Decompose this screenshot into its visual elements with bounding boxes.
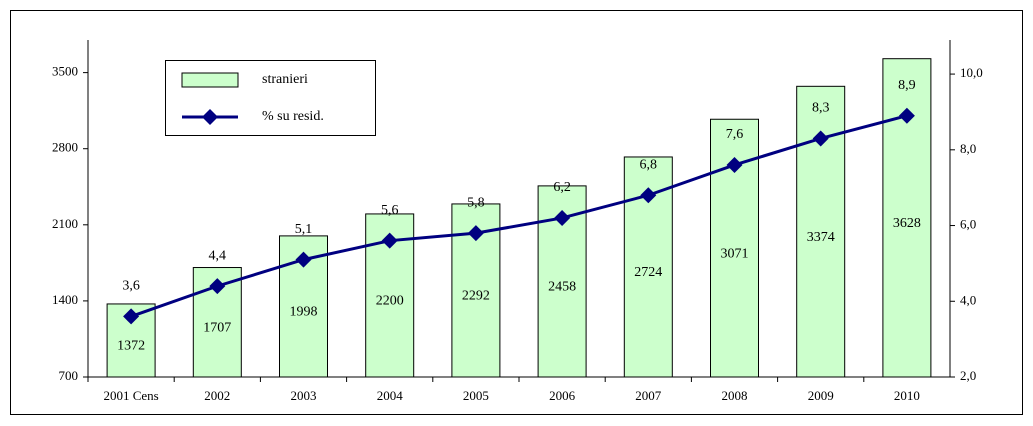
y2-tick-label: 10,0 (960, 65, 983, 80)
bar-value-label: 1372 (117, 339, 145, 354)
line-marker (726, 156, 743, 173)
x-tick-label: 2007 (635, 388, 662, 403)
bar-value-label: 3374 (807, 230, 835, 245)
x-tick-label: 2004 (377, 388, 404, 403)
line-value-label: 6,2 (553, 180, 571, 195)
chart-border (10, 10, 1023, 415)
x-tick-label: 2010 (894, 388, 920, 403)
y2-tick-label: 2,0 (960, 368, 976, 383)
x-tick-label: 2008 (722, 388, 748, 403)
y-tick-label: 700 (59, 368, 79, 383)
x-tick-label: 2006 (549, 388, 576, 403)
line-marker (467, 225, 484, 242)
bar-value-label: 3071 (721, 246, 749, 261)
bar-value-label: 1998 (290, 305, 318, 320)
x-tick-label: 2005 (463, 388, 489, 403)
line-marker (898, 107, 915, 124)
line-value-label: 7,6 (726, 127, 744, 142)
x-tick-label: 2001 Cens (103, 388, 158, 403)
line-marker (295, 251, 312, 268)
line (130, 114, 908, 318)
bar-value-label: 2200 (376, 294, 404, 309)
bar-value-label: 3628 (893, 216, 921, 231)
y2-tick-label: 4,0 (960, 292, 976, 307)
line-marker (554, 209, 571, 226)
x-tick-label: 2009 (808, 388, 834, 403)
line-value-label: 3,6 (122, 279, 140, 294)
line-value-label: 6,8 (640, 157, 658, 172)
line-marker (812, 130, 829, 147)
line-value-label: 5,8 (467, 195, 485, 210)
legend-marker (202, 109, 218, 125)
line-value-label: 8,3 (812, 101, 830, 116)
y-tick-label: 1400 (52, 292, 78, 307)
legend-swatch (181, 72, 239, 88)
bar-value-label: 1707 (203, 320, 231, 335)
line-marker (123, 308, 140, 325)
x-tick-label: 2002 (204, 388, 230, 403)
y2-tick-label: 8,0 (960, 141, 976, 156)
bar-value-label: 2458 (548, 280, 576, 295)
legend-label: % su resid. (262, 109, 324, 124)
x-tick-label: 2003 (291, 388, 317, 403)
legend-label: stranieri (262, 72, 308, 87)
line-marker (209, 278, 226, 295)
y-tick-label: 2100 (52, 216, 78, 231)
y-tick-label: 3500 (52, 64, 78, 79)
line-marker (640, 187, 657, 204)
bar-value-label: 2724 (634, 265, 662, 280)
line-value-label: 4,4 (209, 248, 227, 263)
y-tick-label: 2800 (52, 140, 78, 155)
line-marker (381, 232, 398, 249)
line-value-label: 8,9 (898, 78, 916, 93)
bar-value-label: 2292 (462, 289, 490, 304)
y2-tick-label: 6,0 (960, 217, 976, 232)
line-value-label: 5,1 (295, 222, 313, 237)
line-value-label: 5,6 (381, 203, 399, 218)
